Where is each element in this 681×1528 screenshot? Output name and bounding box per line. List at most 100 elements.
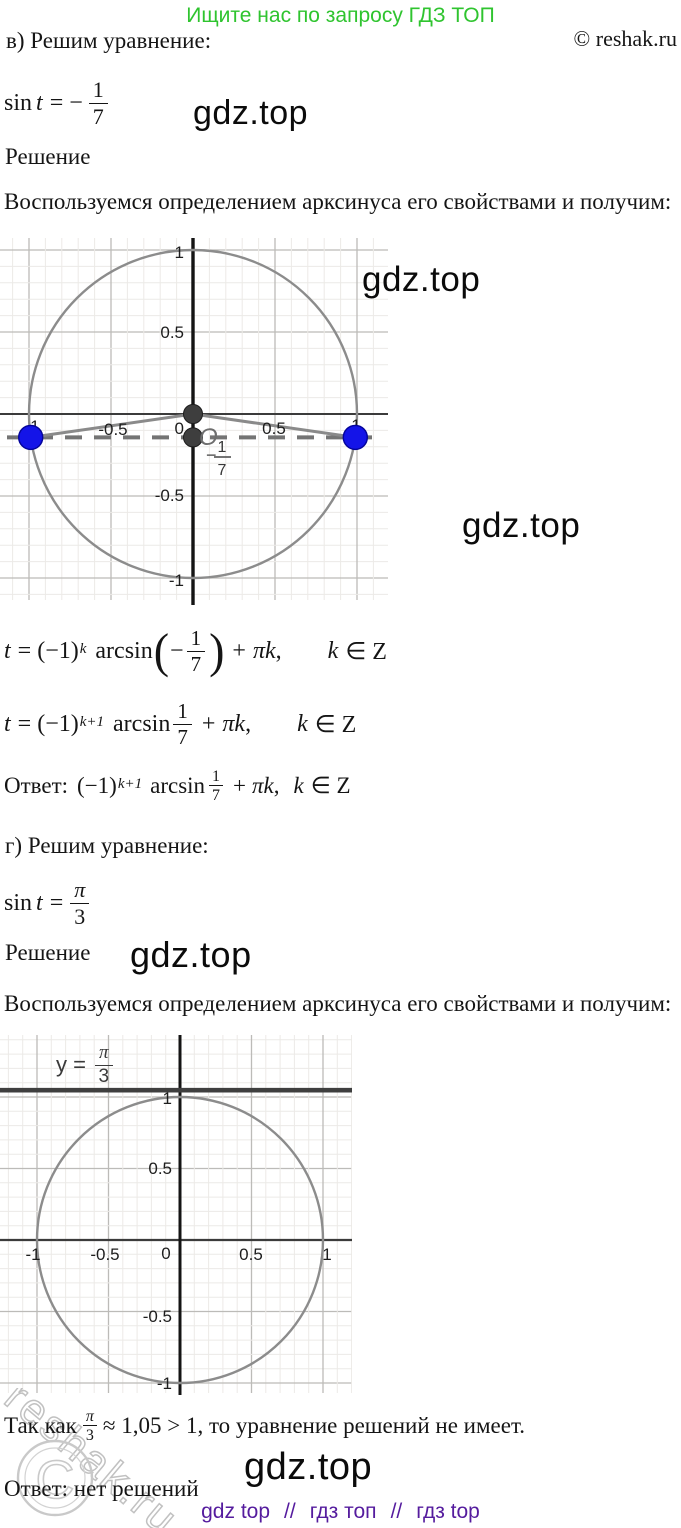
x-tick-0: 0	[161, 1244, 170, 1263]
equation-sin-t-pi-3: sin t = π 3	[4, 875, 90, 931]
y-tick-neg05: -0.5	[143, 1307, 172, 1326]
conclusion-post: ≈ 1,05 > 1, то уравнение решений не имее…	[102, 1413, 526, 1438]
f1-num: 1	[186, 627, 206, 652]
point-0-neg-1-7	[183, 427, 203, 448]
promo-banner: Ищите нас по запросу ГДЗ ТОП	[186, 4, 495, 27]
method-line-g: Воспользуемся определением арксинуса его…	[4, 991, 672, 1016]
sin-word: sin	[4, 889, 33, 916]
radius-segment-right	[192, 412, 356, 439]
equation-sin-t-neg-one-seventh: sin t = − 1 7	[4, 72, 108, 134]
x-tick-neg1: -1	[25, 1245, 40, 1264]
f2-plus: +	[201, 710, 216, 737]
conclusion-fraction: π 3	[82, 1408, 97, 1445]
unit-circle-chart-1: 1 0.5 0 -0.5 -1 -1 -0.5 0.5 1 O − 1 7	[0, 238, 388, 605]
unit-circle-chart-2: 1 0.5 -0.5 -1 -1 -0.5 0 0.5 1	[0, 1035, 352, 1395]
line-label-den: 3	[98, 1065, 110, 1087]
fraction-numerator: π	[70, 877, 90, 904]
f1-pik: πk	[252, 637, 276, 664]
line-label-lead: y =	[56, 1052, 86, 1078]
f2-arcsin: arcsin	[113, 710, 171, 737]
solution-label-g: Решение	[5, 940, 91, 965]
answer-kvar: k	[293, 773, 304, 799]
f1-sup: k	[79, 640, 87, 657]
solution-label-v: Решение	[5, 144, 91, 169]
answer-plus: +	[233, 773, 247, 799]
conclusion-num: π	[82, 1408, 97, 1426]
conclusion-line: Так как π 3 ≈ 1,05 > 1, то уравнение реш…	[4, 1402, 525, 1450]
f1-minus: −	[170, 637, 184, 664]
conclusion-den: 3	[85, 1427, 94, 1444]
f2-kvar: k	[297, 710, 308, 737]
gdz-top-watermark: gdz.top	[362, 260, 481, 299]
f2-num: 1	[173, 700, 192, 725]
copyright: © reshak.ru	[573, 26, 677, 51]
line-label-fraction: π 3	[94, 1042, 113, 1087]
stamp-copyright-symbol: C	[36, 1450, 75, 1510]
stamp-inner-ring	[24, 1447, 86, 1509]
section-g-heading: г) Решим уравнение:	[5, 833, 209, 858]
sin-word: sin	[4, 89, 33, 116]
stamp-outer-ring	[16, 1439, 94, 1517]
x-tick-neg05: -0.5	[90, 1245, 119, 1264]
formula-general-solution: t = (−1) k arcsin(−1 7) + πk, k ∈ Z	[4, 623, 387, 678]
fraction-numerator: 1	[88, 77, 108, 104]
f2-den: 7	[177, 724, 188, 749]
y-tick-1: 1	[163, 1089, 172, 1108]
fraction-denominator: 3	[74, 903, 86, 929]
answer-arcsin: arcsin	[150, 773, 206, 799]
answer-pik: πk	[252, 773, 274, 799]
equals-minus: = −	[49, 89, 83, 116]
answer-label: Ответ:	[4, 773, 69, 799]
conclusion-pre: Так как	[4, 1413, 77, 1438]
answer-cond: ∈ Z	[310, 773, 351, 799]
var-t: t	[36, 889, 43, 916]
method-line-v: Воспользуемся определением арксинуса его…	[4, 189, 672, 214]
f1-eq: = (−1)	[17, 637, 79, 664]
reshak-stamp-watermark: reshak.ru C	[0, 1388, 189, 1528]
footer-separator: //	[390, 1500, 403, 1523]
line-label-num: π	[94, 1042, 113, 1066]
f1-cond: ∈ Z	[345, 638, 387, 665]
var-t: t	[36, 89, 43, 116]
f2-eq: = (−1)	[17, 710, 79, 737]
x-tick-05: 0.5	[239, 1245, 263, 1264]
answer-eq: (−1)	[77, 773, 117, 799]
section-v-heading: в) Решим уравнение:	[6, 28, 212, 53]
answer-comma: ,	[273, 773, 280, 799]
footer-link-gdz-top[interactable]: gdz top	[201, 1500, 271, 1523]
x-tick-neg05: -0.5	[98, 420, 127, 439]
unit-circle	[35, 1095, 325, 1385]
f1-den: 7	[190, 651, 202, 676]
f2-comma: ,	[245, 710, 252, 737]
x-tick-05: 0.5	[262, 419, 286, 438]
footer-link-gdz-top-mixed[interactable]: гдз top	[416, 1500, 480, 1523]
answer-num: 1	[209, 768, 224, 787]
y-tick-05: 0.5	[160, 323, 184, 342]
radius-segment-left	[30, 412, 194, 439]
gdz-top-watermark: gdz.top	[130, 934, 252, 975]
origin-label: O	[199, 424, 218, 451]
formula-simplified-solution: t = (−1) k+1 arcsin 1 7 + πk, k ∈ Z	[4, 700, 356, 748]
f2-cond: ∈ Z	[314, 711, 357, 738]
dashed-label-den: 7	[218, 462, 227, 479]
line-equation-label: y = π 3	[56, 1042, 113, 1087]
y-tick-neg1: -1	[169, 571, 184, 590]
answer-sup: k+1	[117, 775, 143, 792]
fraction-1-7: 1 7	[88, 77, 108, 129]
fraction-denominator: 7	[92, 103, 104, 129]
intersection-point-left	[18, 424, 44, 451]
y-tick-0: 0	[175, 419, 184, 438]
gdz-top-watermark: gdz.top	[193, 94, 309, 132]
footer-link-gdz-top-cyr[interactable]: гдз топ	[309, 1500, 377, 1523]
f1-arcsin: arcsin	[95, 637, 153, 664]
f1-kvar: k	[327, 637, 339, 664]
dashed-label-minus: −	[206, 445, 217, 465]
f2-pik: πk	[222, 710, 246, 737]
intersection-point-right	[342, 424, 368, 451]
y-tick-05: 0.5	[148, 1159, 172, 1178]
equals: =	[49, 889, 64, 916]
f1-var: t	[4, 637, 11, 664]
f1-comma: ,	[275, 637, 282, 664]
